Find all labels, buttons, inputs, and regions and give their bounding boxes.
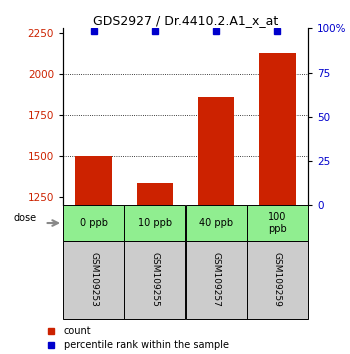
Text: GSM109253: GSM109253: [89, 252, 98, 307]
Bar: [247, 205, 308, 241]
Bar: [247, 241, 308, 319]
Bar: [186, 241, 247, 319]
Bar: [259, 53, 296, 205]
Bar: [124, 205, 186, 241]
Text: GSM109255: GSM109255: [150, 252, 159, 307]
Bar: [124, 241, 186, 319]
Text: percentile rank within the sample: percentile rank within the sample: [64, 340, 229, 350]
Text: dose: dose: [14, 213, 37, 223]
Text: 40 ppb: 40 ppb: [199, 218, 233, 228]
Text: 100
ppb: 100 ppb: [268, 212, 287, 234]
Bar: [186, 205, 247, 241]
Bar: [136, 183, 173, 205]
Text: count: count: [64, 326, 91, 336]
Bar: [198, 97, 234, 205]
Bar: [63, 241, 124, 319]
Title: GDS2927 / Dr.4410.2.A1_x_at: GDS2927 / Dr.4410.2.A1_x_at: [93, 14, 278, 27]
Text: GSM109259: GSM109259: [273, 252, 282, 307]
Text: GSM109257: GSM109257: [212, 252, 220, 307]
Bar: [75, 156, 112, 205]
Text: 10 ppb: 10 ppb: [138, 218, 172, 228]
Bar: [63, 205, 124, 241]
Text: 0 ppb: 0 ppb: [80, 218, 108, 228]
